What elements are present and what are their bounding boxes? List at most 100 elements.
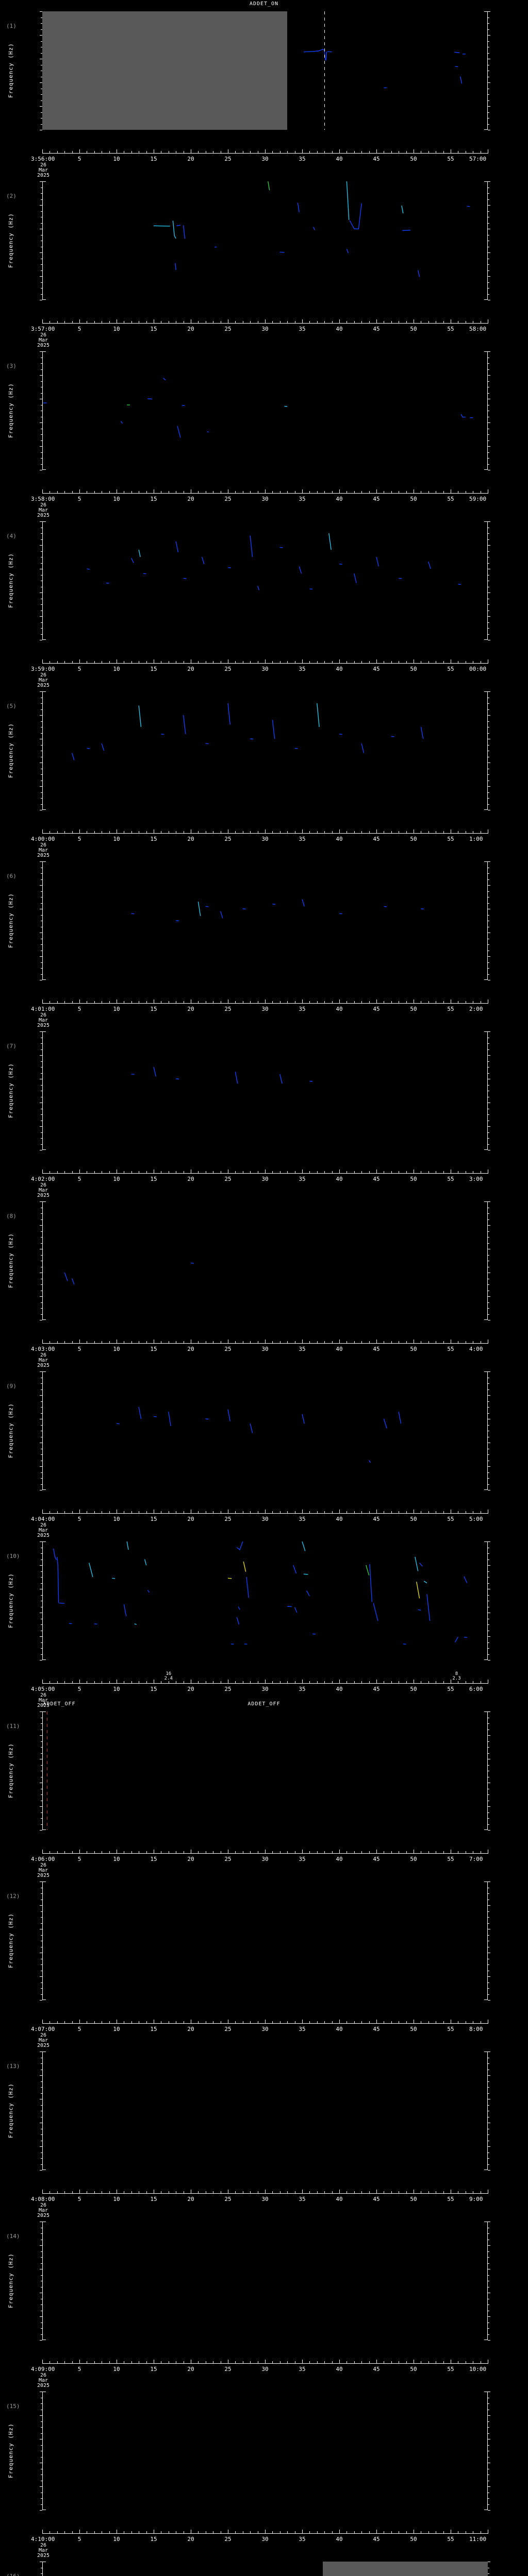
y-tick: [488, 2316, 490, 2317]
tonal-track: [106, 582, 109, 584]
y-tick: [40, 1711, 42, 1712]
date-year: 2025: [37, 343, 50, 348]
x-tick: [354, 151, 355, 153]
y-tick: [488, 2257, 489, 2258]
x-tick: [146, 321, 147, 323]
x-tick: [109, 1001, 110, 1003]
plot-area: 10008006004002000: [40, 1031, 490, 1150]
x-tick-label: 55: [447, 1346, 454, 1352]
x-tick: [42, 1340, 43, 1343]
date-year: 2025: [37, 683, 50, 688]
y-tick: [41, 2304, 42, 2305]
y-tick: [40, 1905, 42, 1906]
x-tick: [79, 1340, 80, 1343]
x-axis-start-label: 4:05:00: [31, 1686, 55, 1692]
y-tick: [41, 2328, 42, 2329]
y-tick: [41, 381, 42, 382]
x-tick: [265, 1680, 266, 1683]
x-tick: [131, 2021, 132, 2023]
x-tick: [369, 2361, 370, 2363]
x-tick: [287, 1171, 288, 1173]
x-tick: [64, 1341, 65, 1343]
y-tick: [41, 1794, 42, 1795]
y-tick: [488, 703, 489, 704]
y-tick: [488, 1583, 489, 1584]
x-tick-label: 30: [261, 2536, 269, 2543]
tonal-track: [346, 248, 349, 253]
axis-cap: [484, 1541, 488, 1542]
y-tick: [41, 2081, 42, 2082]
x-tick: [361, 321, 362, 323]
y-tick: [41, 434, 42, 435]
x-tick: [302, 999, 303, 1003]
x-tick: [369, 661, 370, 663]
y-tick: [488, 1642, 489, 1643]
x-tick: [376, 2020, 377, 2023]
x-tick-label: 5: [77, 2026, 81, 2032]
x-tick: [406, 1001, 407, 1003]
date-day: 26: [40, 2543, 47, 2548]
x-tick-label: 50: [410, 2026, 417, 2032]
x-tick: [406, 2361, 407, 2363]
x-tick: [354, 2021, 355, 2023]
x-tick: [272, 1511, 273, 1513]
x-tick: [235, 1511, 236, 1513]
panel-number: (3): [6, 363, 16, 369]
x-tick: [287, 1851, 288, 1853]
tonal-track: [168, 1412, 171, 1426]
plot-canvas: [42, 2222, 488, 2340]
tonal-track: [197, 902, 201, 916]
y-tick: [488, 628, 489, 629]
tonal-track: [175, 541, 179, 552]
y-tick: [488, 1812, 489, 1813]
plot-area: 10008006004002000: [40, 1882, 490, 2001]
tonal-track: [243, 1561, 246, 1572]
y-tick: [41, 873, 42, 874]
x-tick: [369, 1001, 370, 1003]
x-tick-label: 40: [336, 2026, 343, 2032]
tonal-track: [373, 1603, 378, 1621]
y-tick: [488, 1595, 489, 1596]
tonal-track: [418, 1609, 421, 1611]
tonal-track: [71, 753, 75, 760]
y-axis-title: Frequency (Hz): [7, 2423, 14, 2479]
y-tick: [41, 1642, 42, 1643]
x-tick: [250, 1341, 251, 1343]
x-tick: [57, 1851, 58, 1853]
y-tick: [40, 2316, 42, 2317]
x-tick-label: 15: [150, 1686, 157, 1692]
y-tick: [488, 691, 490, 692]
spectrogram-panel: (16)Frequency (Hz)100080060040020004:11:…: [0, 2550, 528, 2576]
x-tick: [443, 2191, 444, 2193]
plot-canvas: [42, 2562, 488, 2576]
y-tick: [41, 968, 42, 969]
y-tick: [40, 2000, 42, 2001]
x-tick: [317, 1511, 318, 1513]
y-tick: [41, 294, 42, 295]
plot-area: 10008006004002000: [40, 1541, 490, 1660]
x-tick: [361, 1511, 362, 1513]
y-axis-line-left: [42, 1201, 43, 1320]
x-tick: [272, 321, 273, 323]
x-tick: [72, 1001, 73, 1003]
panel-title: ADDET_OFF: [43, 1701, 76, 1707]
axis-cap: [484, 1149, 488, 1150]
axis-cap: [42, 521, 46, 522]
y-tick: [488, 1255, 489, 1256]
date-year: 2025: [37, 513, 50, 518]
x-tick-label: 30: [261, 496, 269, 502]
x-tick: [79, 2190, 80, 2193]
y-tick: [488, 205, 490, 206]
x-axis-start-label: 4:01:00: [31, 1006, 55, 1012]
date-year: 2025: [37, 1873, 50, 1878]
x-tick-label: 10: [113, 1346, 120, 1352]
y-tick: [488, 1383, 489, 1384]
x-tick: [64, 661, 65, 663]
x-tick: [198, 321, 199, 323]
x-tick: [309, 321, 310, 323]
x-tick: [302, 1340, 303, 1343]
x-tick: [42, 489, 43, 493]
tonal-track: [257, 586, 260, 590]
y-tick: [488, 1084, 489, 1086]
x-tick: [354, 661, 355, 663]
